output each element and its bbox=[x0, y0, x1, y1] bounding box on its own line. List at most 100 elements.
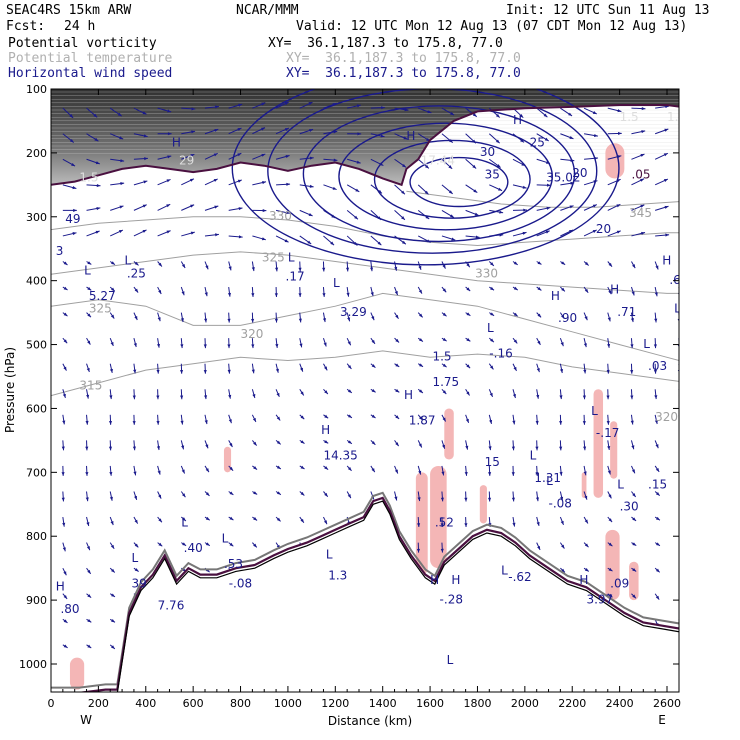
wind-vector-head bbox=[356, 160, 361, 164]
wind-vector-head bbox=[191, 107, 196, 111]
wind-vector bbox=[133, 180, 148, 186]
x-tick-label: 2600 bbox=[653, 697, 681, 710]
wind-vector-head bbox=[543, 113, 548, 118]
pink-shade bbox=[479, 485, 487, 524]
wind-vector bbox=[536, 133, 549, 142]
y-tick-label: 900 bbox=[26, 594, 47, 607]
wind-vector bbox=[157, 286, 162, 295]
contour-label: .25 bbox=[127, 266, 146, 280]
contour-label: .90 bbox=[558, 311, 577, 325]
wind-vector-head bbox=[205, 265, 209, 270]
wind-vector-head bbox=[276, 416, 281, 421]
wind-vector-head bbox=[655, 595, 660, 600]
y-tick-label: 700 bbox=[26, 466, 47, 479]
wind-vector bbox=[180, 491, 186, 498]
wind-vector-head bbox=[680, 570, 683, 574]
wind-vector bbox=[417, 440, 423, 448]
wind-vector bbox=[370, 465, 376, 473]
wind-vector bbox=[251, 414, 257, 423]
wind-vector bbox=[252, 102, 266, 109]
wind-vector bbox=[346, 337, 352, 346]
wind-vector bbox=[488, 414, 493, 424]
wind-vector-head bbox=[134, 519, 138, 524]
wind-vector bbox=[631, 465, 636, 474]
wind-vector bbox=[346, 491, 352, 499]
wind-vector-head bbox=[466, 263, 470, 268]
contour-label: 1.5 bbox=[667, 110, 686, 124]
wind-vector-head bbox=[227, 344, 231, 349]
contour-label: 1.87 bbox=[409, 413, 436, 427]
wind-vector bbox=[583, 440, 587, 451]
wind-vector bbox=[345, 261, 350, 272]
wind-vector bbox=[630, 338, 634, 349]
wind-vector-head bbox=[395, 389, 400, 393]
wind-vector bbox=[323, 363, 328, 371]
wind-vector bbox=[204, 491, 210, 497]
wind-vector bbox=[607, 567, 613, 572]
wind-vector-head bbox=[156, 343, 161, 348]
wind-vector bbox=[489, 286, 495, 291]
wind-vector-head bbox=[617, 155, 622, 159]
x-axis-label: Distance (km) bbox=[328, 714, 412, 728]
wind-vector bbox=[86, 286, 92, 291]
wind-vector-head bbox=[276, 392, 280, 397]
wind-vector bbox=[394, 261, 398, 271]
wind-vector-head bbox=[322, 293, 326, 297]
wind-vector bbox=[536, 230, 550, 237]
wind-vector-head bbox=[606, 420, 610, 425]
wind-vector bbox=[417, 337, 424, 342]
wind-vector-head bbox=[417, 497, 421, 502]
wind-vector bbox=[583, 338, 587, 348]
wind-vector bbox=[536, 363, 540, 373]
wind-vector-head bbox=[110, 544, 115, 549]
contour-label: H bbox=[451, 573, 460, 587]
contour-label: L bbox=[447, 653, 454, 667]
wind-vector bbox=[61, 440, 65, 451]
wind-vector bbox=[62, 232, 77, 237]
wind-vector bbox=[487, 491, 492, 502]
wind-vector-head bbox=[276, 517, 281, 522]
contour-label: 1.0 bbox=[679, 324, 698, 338]
wind-vector bbox=[62, 516, 66, 527]
wind-vector bbox=[655, 233, 670, 237]
wind-vector bbox=[489, 312, 495, 317]
wind-vector bbox=[560, 261, 566, 266]
wind-vector-head bbox=[593, 180, 598, 184]
wind-vector bbox=[322, 287, 326, 297]
contour-label: 320 bbox=[655, 410, 678, 424]
wind-vector-head bbox=[87, 644, 92, 649]
wind-vector-head bbox=[86, 546, 90, 551]
wind-vector-head bbox=[418, 265, 422, 270]
terrain-layer bbox=[51, 104, 679, 692]
wind-vector-head bbox=[401, 190, 405, 195]
wind-vector-head bbox=[156, 369, 160, 374]
wind-vector-head bbox=[546, 183, 551, 187]
wind-vector-head bbox=[678, 293, 679, 296]
wind-vector bbox=[275, 414, 281, 421]
wind-vector-head bbox=[537, 340, 541, 345]
wind-vector bbox=[535, 465, 539, 476]
wind-vector-shaft bbox=[678, 209, 679, 211]
wind-vector-head bbox=[284, 102, 289, 106]
wind-vector-head bbox=[300, 367, 303, 372]
wind-vector bbox=[299, 235, 312, 245]
wind-vector bbox=[607, 261, 613, 268]
contour-label: 1.75 bbox=[432, 375, 459, 389]
wind-vector-head bbox=[680, 491, 684, 494]
wind-vector bbox=[654, 178, 669, 186]
wind-vector bbox=[441, 184, 453, 195]
wind-vector bbox=[583, 567, 590, 572]
wind-vector-head bbox=[228, 394, 232, 399]
wind-vector bbox=[275, 491, 282, 496]
wind-vector-head bbox=[680, 467, 684, 471]
wind-vector bbox=[323, 209, 336, 219]
wind-vector-head bbox=[418, 289, 422, 294]
wind-vector bbox=[583, 107, 598, 115]
wind-vector-head bbox=[158, 494, 162, 499]
wind-vector-head bbox=[546, 160, 551, 164]
wind-vector bbox=[631, 231, 646, 237]
wind-vector-head bbox=[330, 241, 335, 246]
wind-vector bbox=[488, 337, 495, 343]
wind-vector-head bbox=[180, 318, 184, 322]
wind-vector-head bbox=[73, 208, 77, 212]
